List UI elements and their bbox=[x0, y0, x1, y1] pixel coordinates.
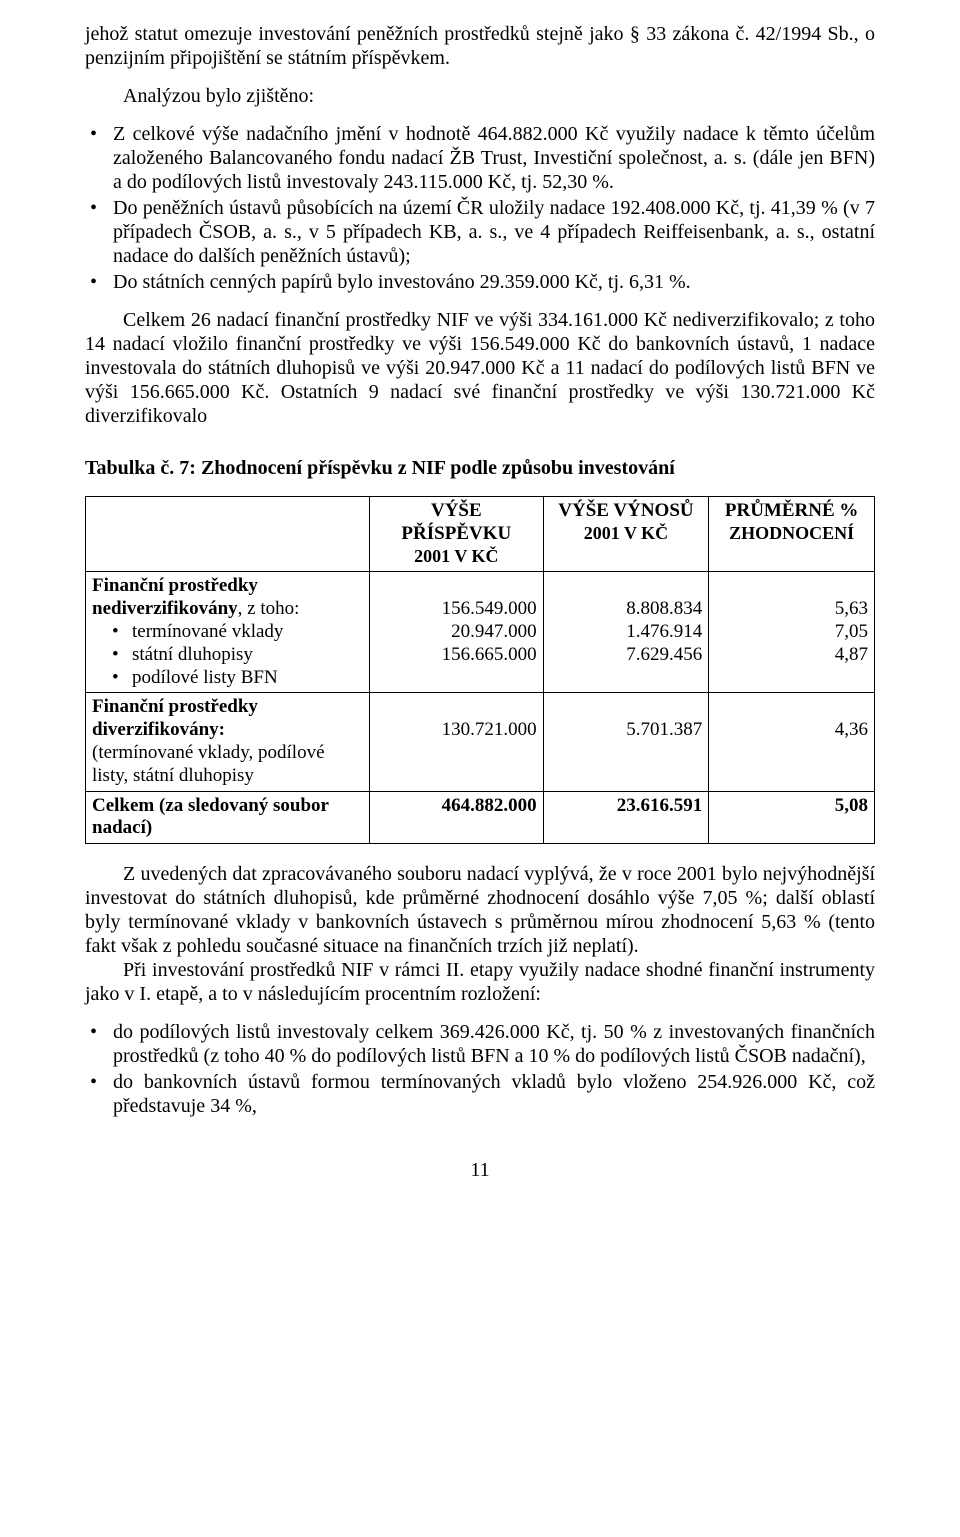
page-number: 11 bbox=[85, 1158, 875, 1182]
cell: 4,87 bbox=[715, 644, 868, 667]
list-item: Do peněžních ústavů působících na území … bbox=[85, 196, 875, 268]
list-item: Z celkové výše nadačního jmění v hodnotě… bbox=[85, 122, 875, 194]
paragraph-3: Celkem 26 nadací finanční prostředky NIF… bbox=[85, 308, 875, 428]
cell: 5.701.387 bbox=[550, 719, 703, 742]
group-suffix: , z toho: bbox=[238, 598, 300, 619]
table-row-total: Celkem (za sledovaný soubor nadací) 464.… bbox=[86, 791, 875, 844]
bullet-list-2: do podílových listů investovaly celkem 3… bbox=[85, 1020, 875, 1118]
group-label: Finanční prostředky nediverzifikovány bbox=[92, 575, 258, 619]
group-label: Finanční prostředky diverzifikovány: bbox=[92, 696, 258, 740]
cell: 20.947.000 bbox=[376, 621, 537, 644]
cell: 156.665.000 bbox=[376, 644, 537, 667]
inner-item: státní dluhopisy bbox=[110, 644, 363, 667]
group-detail: (termínované vklady, podílové listy, stá… bbox=[92, 742, 325, 786]
data-table: VÝŠE PŘÍSPĚVKU 2001 V KČ VÝŠE VÝNOSŮ 200… bbox=[85, 496, 875, 844]
col-subheader: 2001 V KČ bbox=[414, 546, 498, 566]
cell: 156.549.000 bbox=[376, 598, 537, 621]
list-item: do podílových listů investovaly celkem 3… bbox=[85, 1020, 875, 1068]
col-subheader: ZHODNOCENÍ bbox=[729, 523, 854, 543]
table-header-row: VÝŠE PŘÍSPĚVKU 2001 V KČ VÝŠE VÝNOSŮ 200… bbox=[86, 497, 875, 572]
inner-item: termínované vklady bbox=[110, 621, 363, 644]
col-subheader: 2001 V KČ bbox=[584, 523, 668, 543]
col-header: PRŮMĚRNÉ % bbox=[725, 500, 859, 521]
cell: 23.616.591 bbox=[543, 791, 709, 844]
cell: 5,08 bbox=[709, 791, 875, 844]
list-item: do bankovních ústavů formou termínovanýc… bbox=[85, 1070, 875, 1118]
cell: 464.882.000 bbox=[370, 791, 544, 844]
inner-item: podílové listy BFN bbox=[110, 667, 363, 690]
col-header: VÝŠE VÝNOSŮ bbox=[558, 500, 693, 521]
cell: 1.476.914 bbox=[550, 621, 703, 644]
total-label: Celkem (za sledovaný soubor nadací) bbox=[86, 791, 370, 844]
cell: 8.808.834 bbox=[550, 598, 703, 621]
table-title: Tabulka č. 7: Zhodnocení příspěvku z NIF… bbox=[85, 456, 875, 480]
list-item: Do státních cenných papírů bylo investov… bbox=[85, 270, 875, 294]
col-header: VÝŠE PŘÍSPĚVKU bbox=[401, 500, 511, 544]
cell: 5,63 bbox=[715, 598, 868, 621]
paragraph-5: Při investování prostředků NIF v rámci I… bbox=[85, 958, 875, 1006]
bullet-list-1: Z celkové výše nadačního jmění v hodnotě… bbox=[85, 122, 875, 294]
document-page: jehož statut omezuje investování peněžní… bbox=[0, 0, 960, 1222]
paragraph-4: Z uvedených dat zpracovávaného souboru n… bbox=[85, 862, 875, 958]
paragraph-2: Analýzou bylo zjištěno: bbox=[85, 84, 875, 108]
cell: 4,36 bbox=[715, 719, 868, 742]
table-row: Finanční prostředky nediverzifikovány, z… bbox=[86, 572, 875, 693]
paragraph-1: jehož statut omezuje investování peněžní… bbox=[85, 22, 875, 70]
cell: 7.629.456 bbox=[550, 644, 703, 667]
cell: 7,05 bbox=[715, 621, 868, 644]
table-row: Finanční prostředky diverzifikovány: (te… bbox=[86, 693, 875, 791]
cell: 130.721.000 bbox=[376, 719, 537, 742]
